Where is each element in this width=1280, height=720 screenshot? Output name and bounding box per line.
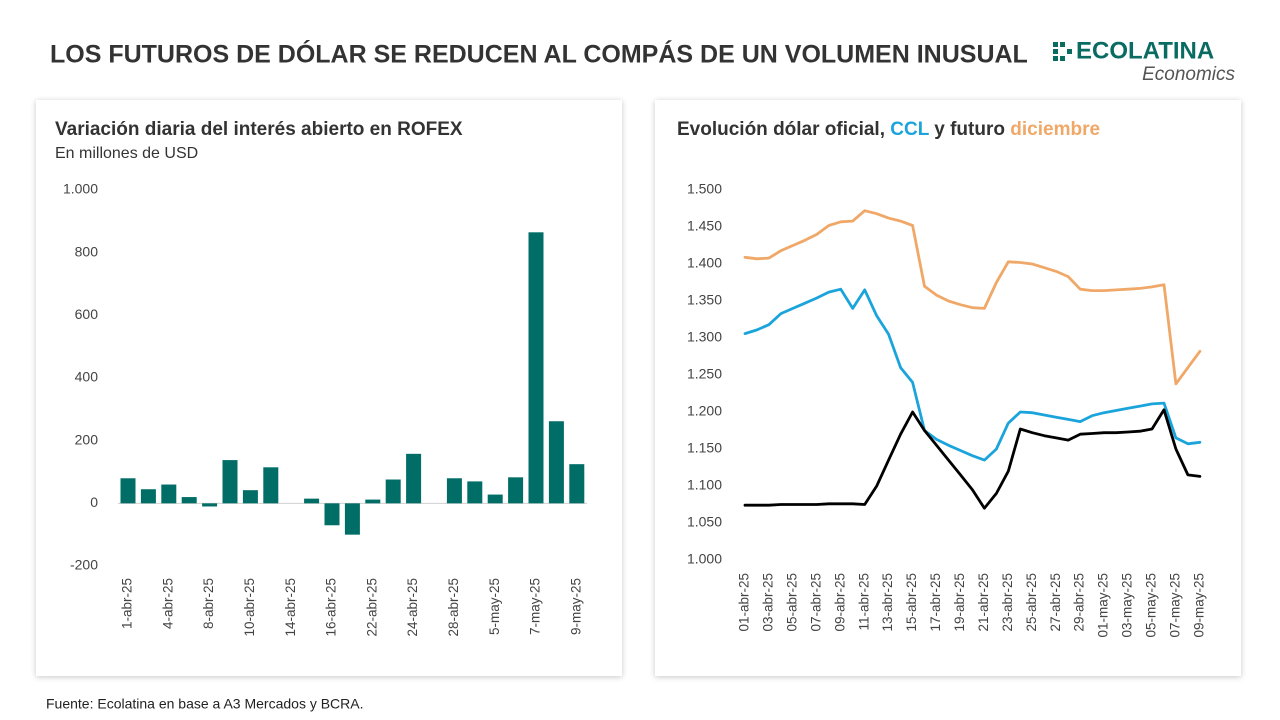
x-tick-label: 9-may-25 xyxy=(568,578,583,635)
x-tick-label: 25-abr-25 xyxy=(1024,573,1039,632)
line xyxy=(743,408,1202,510)
x-tick-label: 23-abr-25 xyxy=(1000,573,1015,632)
x-tick-label: 10-abr-25 xyxy=(242,578,257,637)
bar xyxy=(365,499,381,504)
x-tick-label: 17-abr-25 xyxy=(928,573,943,632)
card xyxy=(655,100,1241,676)
x-tick-label: 27-abr-25 xyxy=(1048,573,1063,632)
x-tick-label: 8-abr-25 xyxy=(201,578,216,629)
bar xyxy=(324,503,340,526)
x-tick-label: 09-abr-25 xyxy=(832,573,847,632)
x-tick-label: 19-abr-25 xyxy=(952,573,967,632)
bar xyxy=(508,477,524,504)
brand-sub: Economics xyxy=(1142,64,1235,85)
y-tick-label: 1.300 xyxy=(687,329,722,345)
title-part: Evolución dólar oficial, xyxy=(677,119,890,140)
y-tick-label: 1.000 xyxy=(687,551,722,567)
x-tick-label: 01-may-25 xyxy=(1096,573,1111,638)
x-tick-label: 03-may-25 xyxy=(1120,573,1135,638)
x-tick-label: 03-abr-25 xyxy=(761,573,776,632)
bar xyxy=(161,484,177,504)
y-tick-label: 600 xyxy=(75,306,99,322)
x-tick-label: 7-may-25 xyxy=(528,578,543,635)
x-tick-label: 4-abr-25 xyxy=(160,578,175,629)
y-tick-label: 400 xyxy=(75,369,99,385)
logo: ECOLATINA Economics xyxy=(1053,37,1236,85)
x-tick-label: 29-abr-25 xyxy=(1072,573,1087,632)
y-tick-label: 1.050 xyxy=(687,514,722,530)
bar xyxy=(304,498,320,504)
bar xyxy=(406,453,422,504)
x-tick-label: 1-abr-25 xyxy=(120,578,135,629)
bar xyxy=(202,503,218,507)
bar xyxy=(548,421,564,504)
bar xyxy=(569,464,585,504)
x-tick-label: 21-abr-25 xyxy=(976,573,991,632)
x-tick-label: 24-abr-25 xyxy=(405,578,420,637)
bar xyxy=(140,489,156,504)
x-tick-label: 5-may-25 xyxy=(487,578,502,635)
x-tick-label: 01-abr-25 xyxy=(737,573,752,632)
title-part: CCL xyxy=(890,119,929,140)
x-tick-label: 07-abr-25 xyxy=(808,573,823,632)
bar xyxy=(242,490,258,504)
x-tick-label: 15-abr-25 xyxy=(904,573,919,632)
y-tick-label: -200 xyxy=(70,557,98,573)
x-tick-label: 28-abr-25 xyxy=(446,578,461,637)
x-tick-label: 09-may-25 xyxy=(1191,573,1206,638)
bar xyxy=(385,479,401,504)
bar xyxy=(181,497,197,504)
y-tick-label: 1.150 xyxy=(687,440,722,456)
x-tick-label: 05-may-25 xyxy=(1144,573,1159,638)
bar xyxy=(487,494,503,504)
y-tick-label: 1.500 xyxy=(687,181,722,197)
x-tick-label: 11-abr-25 xyxy=(856,573,871,631)
y-tick-label: 1.000 xyxy=(63,181,98,197)
bar xyxy=(467,481,483,504)
y-tick-label: 200 xyxy=(75,431,99,447)
y-tick-label: 1.100 xyxy=(687,477,722,493)
y-tick-label: 1.350 xyxy=(687,292,722,308)
x-tick-label: 14-abr-25 xyxy=(283,578,298,637)
source: Fuente: Ecolatina en base a A3 Mercados … xyxy=(46,696,364,712)
title-part: diciembre xyxy=(1010,119,1100,140)
bar xyxy=(222,460,238,504)
bar xyxy=(344,503,360,535)
x-tick-label: 22-abr-25 xyxy=(364,578,379,637)
y-tick-label: 0 xyxy=(90,494,98,510)
line xyxy=(743,287,1202,462)
y-tick-label: 1.200 xyxy=(687,403,722,419)
bar xyxy=(528,232,544,504)
y-tick-label: 1.250 xyxy=(687,366,722,382)
y-tick-label: 1.450 xyxy=(687,218,722,234)
chart-title: Evolución dólar oficial, CCL y futuro di… xyxy=(677,119,1100,140)
y-tick-label: 1.400 xyxy=(687,255,722,271)
bar xyxy=(263,467,279,504)
x-tick-label: 05-abr-25 xyxy=(784,573,799,632)
bar xyxy=(120,478,136,504)
title-part: y futuro xyxy=(929,119,1010,140)
x-tick-label: 16-abr-25 xyxy=(324,578,339,637)
line xyxy=(743,209,1202,386)
bar xyxy=(446,478,462,504)
slide-title: LOS FUTUROS DE DÓLAR SE REDUCEN AL COMPÁ… xyxy=(50,39,1028,69)
chart-subtitle: En millones de USD xyxy=(55,145,198,162)
chart-title: Variación diaria del interés abierto en … xyxy=(55,119,463,140)
brand: ECOLATINA xyxy=(1076,37,1214,64)
x-tick-label: 07-may-25 xyxy=(1167,573,1182,638)
card xyxy=(36,100,622,676)
y-tick-label: 800 xyxy=(75,243,99,259)
x-tick-label: 13-abr-25 xyxy=(880,573,895,632)
